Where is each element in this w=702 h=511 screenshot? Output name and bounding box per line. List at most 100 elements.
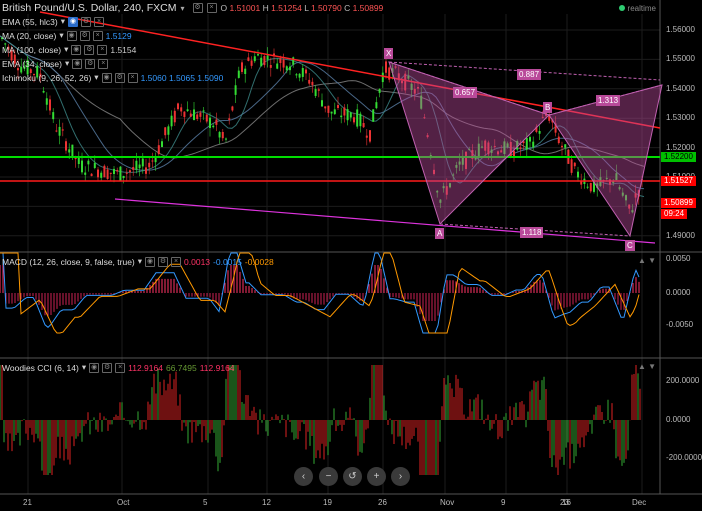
chevron-down-icon[interactable]: ▾ (65, 58, 70, 68)
chevron-down-icon[interactable]: ▾ (59, 30, 64, 40)
settings-icon[interactable]: ⚙ (81, 16, 92, 27)
candle-body (260, 57, 263, 67)
indicator-label[interactable]: Ichimoku (9, 26, 52, 26) (2, 72, 92, 83)
chevron-down-icon[interactable]: ▾ (94, 72, 99, 82)
candle-body (522, 141, 525, 144)
symbol-title[interactable]: British Pound/U.S. Dollar, 240, FXCM (2, 2, 177, 14)
candle-body (132, 167, 135, 170)
candle-body (375, 102, 378, 109)
candle-body (420, 95, 423, 109)
arrow-down-icon[interactable]: ▼ (648, 256, 657, 265)
arrow-up-icon[interactable]: ▲ (638, 256, 646, 265)
ratio-label-ac: 1.118 (520, 227, 544, 238)
candle-body (359, 113, 362, 127)
candle-body (401, 80, 403, 84)
candle-body (439, 199, 442, 203)
candle-body (84, 172, 87, 175)
macd-header: MACD (12, 26, close, 9, false, true) ▾ ◉… (2, 256, 274, 267)
candle-body (349, 112, 352, 118)
pattern-point-c: C (625, 240, 635, 251)
candle-body (410, 83, 413, 91)
price-tick-label: 1.52000 (666, 142, 695, 152)
settings-icon[interactable]: ⚙ (102, 362, 113, 373)
candle-body (253, 56, 256, 62)
reset-button[interactable]: ↺ (343, 467, 362, 486)
settings-icon[interactable]: ⚙ (84, 44, 95, 55)
close-icon[interactable]: × (115, 362, 126, 373)
macd-line (0, 252, 640, 334)
candle-body (343, 107, 346, 116)
chevron-down-icon[interactable]: ▾ (137, 256, 143, 266)
candle-body (122, 175, 125, 179)
indicator-row[interactable]: EMA (34, close) ▾ ◉ ⚙ × (2, 58, 109, 69)
ohlc-value: 1.50790 (310, 3, 345, 13)
candle-body (356, 109, 359, 127)
close-icon[interactable]: × (206, 3, 217, 13)
arrow-up-icon[interactable]: ▲ (638, 362, 646, 371)
candle-body (10, 50, 13, 61)
indicator-label[interactable]: MA (100, close) (2, 44, 62, 55)
cci-pane-controls[interactable]: ▲ ▼ (638, 362, 656, 371)
scroll-right-button[interactable]: › (391, 467, 410, 486)
cci-label[interactable]: Woodies CCI (6, 14) (2, 362, 79, 373)
eye-icon[interactable]: ◉ (72, 58, 83, 69)
close-icon[interactable]: × (97, 44, 108, 55)
settings-icon[interactable]: ⚙ (192, 3, 203, 13)
zoom-out-button[interactable]: − (319, 467, 338, 486)
cci-tick-label: -200.0000 (666, 453, 702, 462)
candle-body (266, 55, 269, 60)
candle-body (586, 186, 589, 188)
indicator-row[interactable]: MA (20, close) ▾ ◉ ⚙ × 1.5129 (2, 30, 132, 41)
indicator-row[interactable]: EMA (55, hlc3) ▾ ◉ ⚙ × (2, 16, 105, 27)
close-icon[interactable]: × (94, 16, 105, 27)
indicator-label[interactable]: EMA (55, hlc3) (2, 16, 58, 27)
settings-icon[interactable]: ⚙ (79, 30, 90, 41)
chevron-down-icon[interactable]: ▾ (60, 16, 66, 26)
indicator-label[interactable]: EMA (34, close) (2, 58, 62, 69)
candle-body (113, 168, 115, 174)
ratio-label-xab: 0.657 (453, 87, 478, 98)
macd-label[interactable]: MACD (12, 26, close, 9, false, true) (2, 256, 135, 267)
close-icon[interactable]: × (171, 256, 182, 267)
time-tick-label: Dec (632, 498, 647, 507)
candle-body (65, 141, 67, 151)
time-tick-label: Oct (117, 498, 130, 507)
candle-body (196, 114, 199, 120)
chevron-down-icon[interactable]: ▾ (81, 362, 87, 372)
candle-body (561, 145, 563, 148)
pattern-ratio-line (388, 61, 550, 116)
macd-value-hist: 0.0013 (184, 256, 211, 267)
close-icon[interactable]: × (98, 58, 109, 69)
settings-icon[interactable]: ⚙ (85, 58, 96, 69)
indicator-row[interactable]: Ichimoku (9, 26, 52, 26) ▾ ◉ ⚙ × 1.5060 1.506… (2, 72, 223, 83)
scroll-left-button[interactable]: ‹ (294, 467, 313, 486)
price-tick-label: 1.54000 (666, 83, 695, 93)
settings-icon[interactable]: ⚙ (158, 256, 169, 267)
candle-body (247, 57, 250, 61)
indicator-label[interactable]: MA (20, close) (2, 30, 57, 41)
eye-icon[interactable]: ◉ (101, 72, 112, 83)
settings-icon[interactable]: ⚙ (114, 72, 125, 83)
realtime-status: realtime (618, 4, 656, 13)
arrow-down-icon[interactable]: ▼ (648, 362, 657, 371)
eye-icon[interactable]: ◉ (89, 362, 100, 373)
candle-body (157, 145, 160, 155)
candle-body (106, 169, 109, 179)
eye-icon[interactable]: ◉ (145, 256, 156, 267)
candle-body (317, 89, 320, 91)
macd-pane-controls[interactable]: ▲ ▼ (638, 256, 656, 265)
eye-icon[interactable]: ◉ (71, 44, 82, 55)
eye-icon[interactable]: ◉ (66, 30, 77, 41)
chevron-down-icon[interactable]: ▾ (64, 44, 69, 54)
candle-body (449, 183, 451, 188)
price-tick-label: 1.53000 (666, 113, 695, 123)
macd-tick-label: 0.0050 (666, 254, 691, 263)
indicator-row[interactable]: MA (100, close) ▾ ◉ ⚙ × 1.5154 (2, 44, 136, 55)
chevron-down-icon[interactable]: ▾ (180, 3, 185, 13)
eye-icon[interactable]: ◉ (68, 16, 79, 27)
time-tick-label: 12 (262, 498, 271, 507)
close-icon[interactable]: × (127, 72, 138, 83)
close-icon[interactable]: × (92, 30, 103, 41)
zoom-in-button[interactable]: + (367, 467, 386, 486)
